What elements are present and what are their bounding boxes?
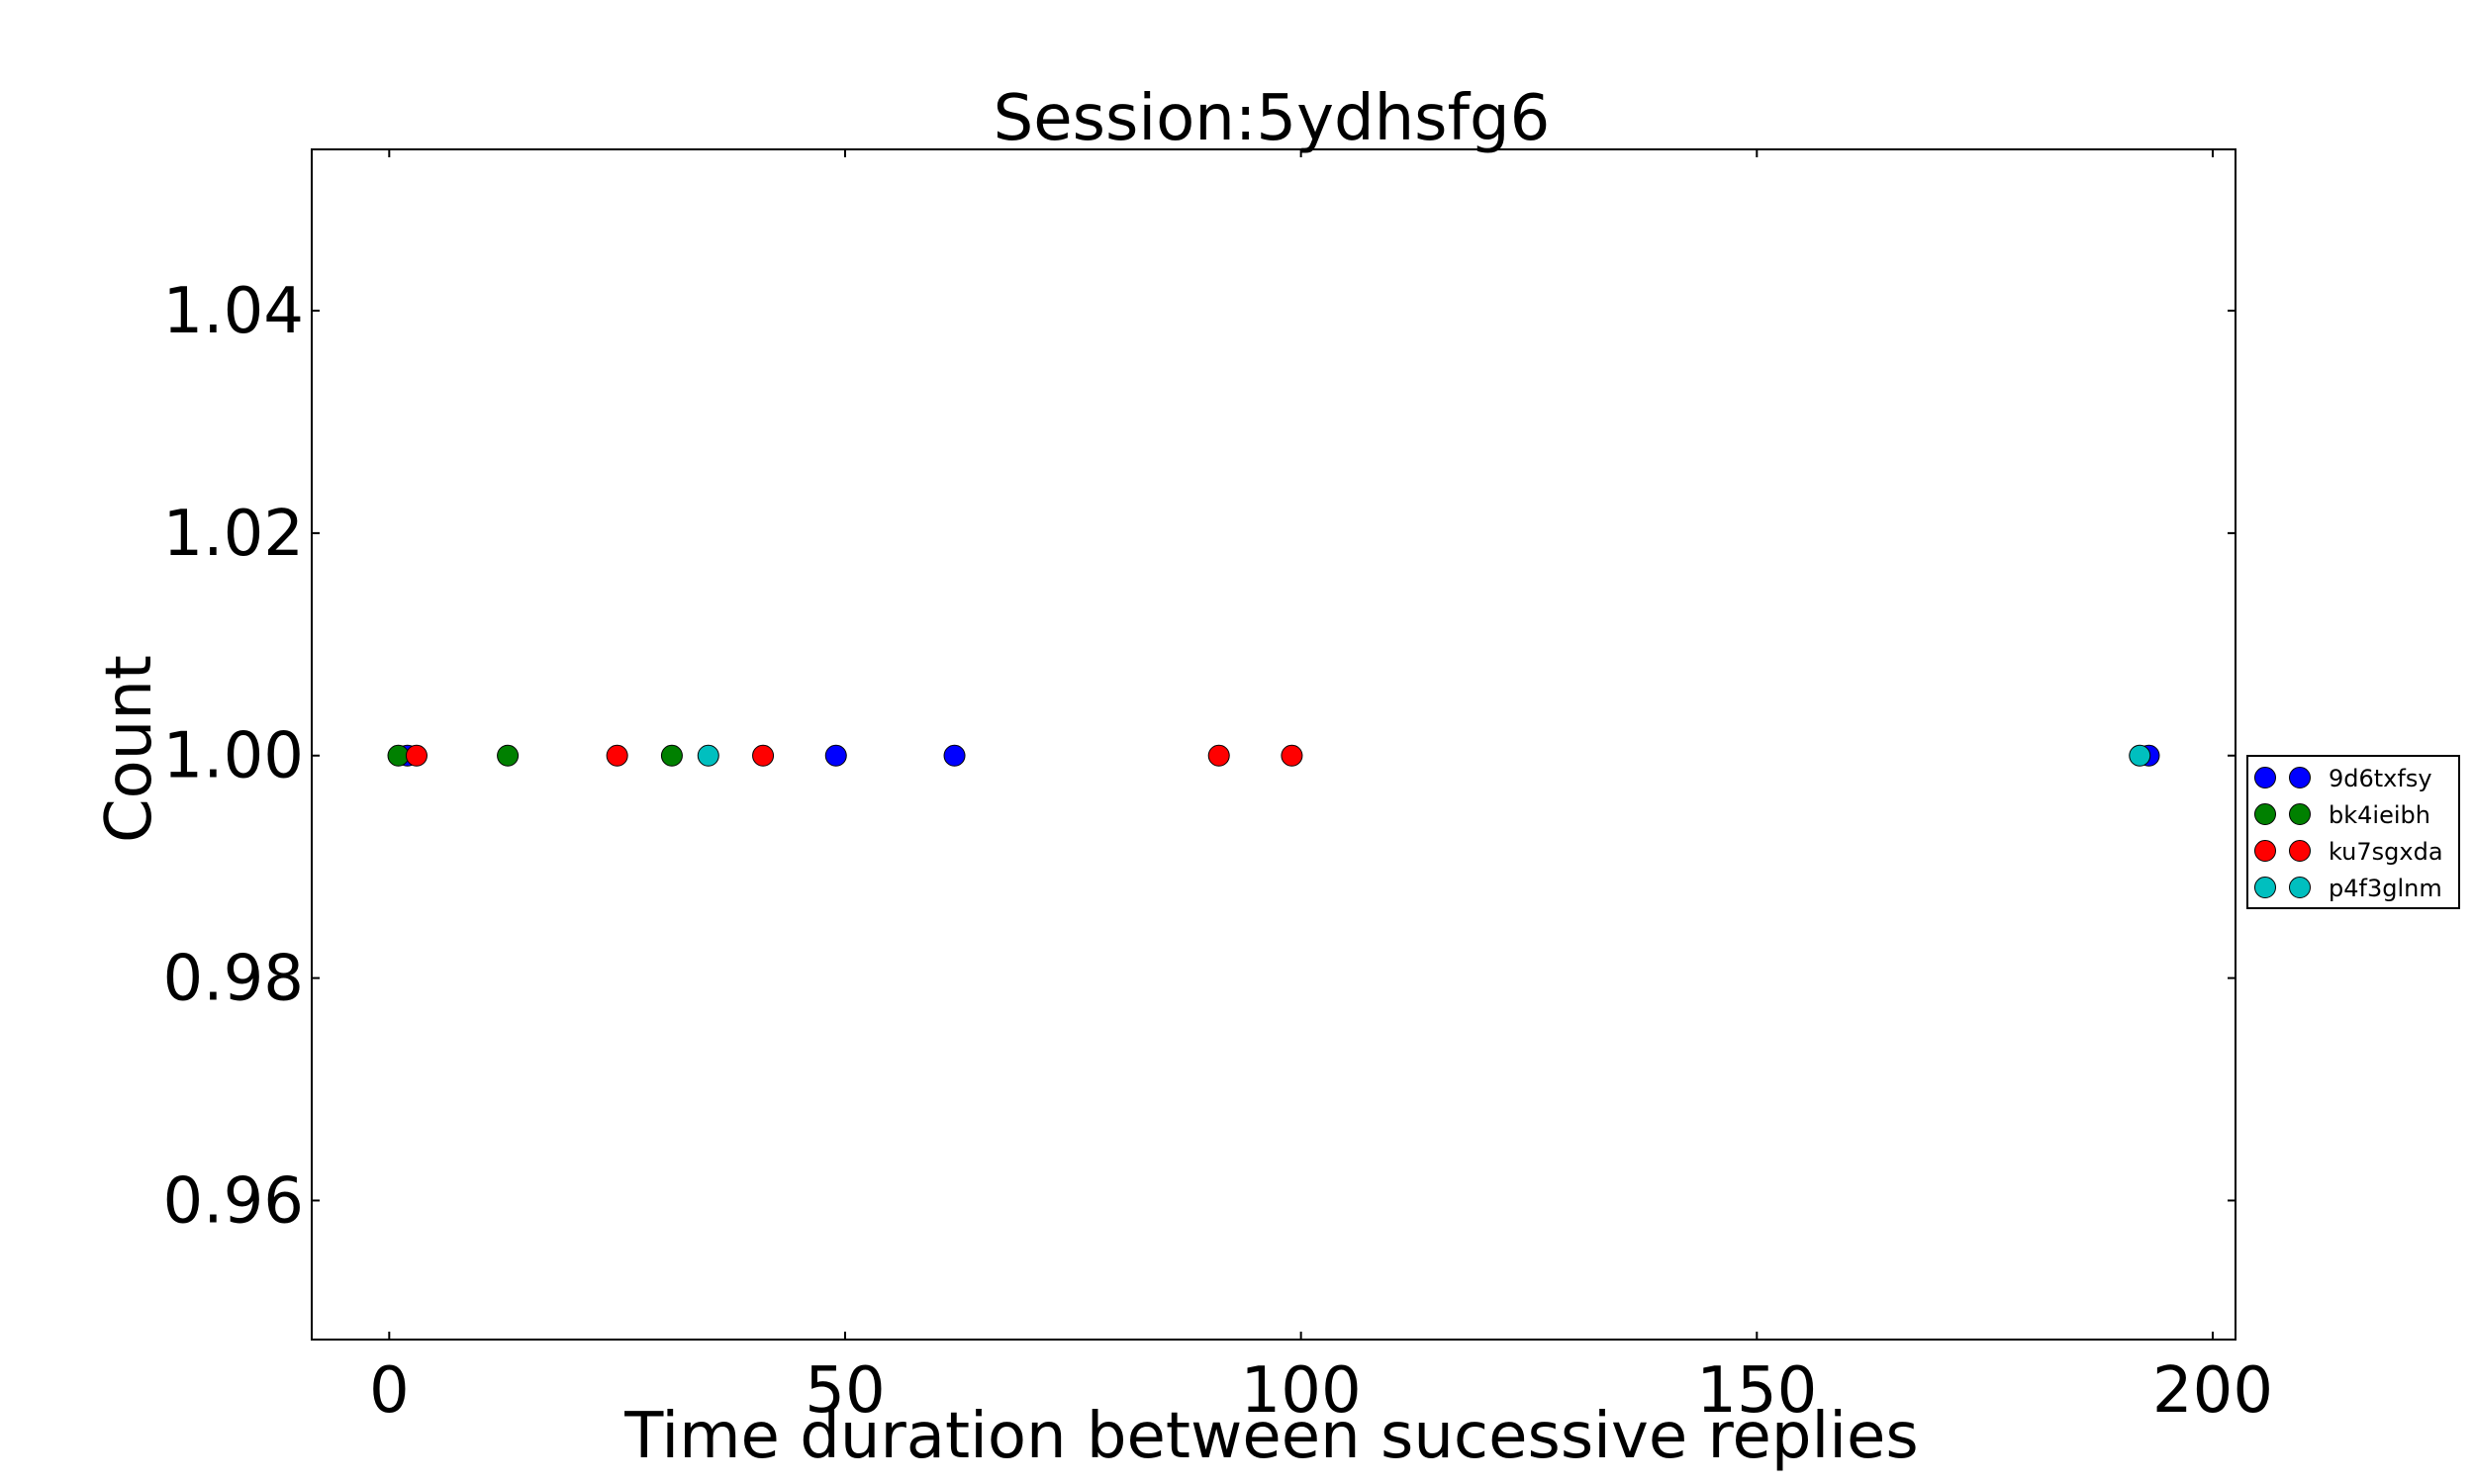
- y-axis: 0.96 0.98 1.00 1.02 1.04: [163, 275, 2236, 1238]
- data-point-ku7sgxda: [405, 744, 428, 767]
- legend-box: [2246, 755, 2460, 909]
- data-point-bk4ieibh: [387, 744, 410, 767]
- legend-label: 9d6txfsy: [2329, 765, 2432, 792]
- legend: 9d6txfsy bk4ieibh ku7sgxda p4f3glnm: [2246, 755, 2460, 909]
- plot-area: [311, 148, 2236, 1341]
- legend-marker: [2289, 877, 2311, 898]
- data-point-ku7sgxda: [1207, 744, 1230, 767]
- data-point-bk4ieibh: [497, 744, 520, 767]
- x-tick-label: 0: [369, 1354, 410, 1428]
- x-tick-label: 150: [1696, 1354, 1817, 1428]
- y-tick-label: 1.04: [163, 275, 305, 348]
- legend-label: ku7sgxda: [2329, 838, 2443, 866]
- legend-marker: [2254, 877, 2276, 898]
- data-point-9d6txfsy: [824, 744, 847, 767]
- data-point-p4f3glnm: [697, 744, 719, 767]
- data-points: [387, 744, 2160, 767]
- x-tick-label: 50: [805, 1354, 885, 1428]
- y-tick-label: 0.98: [163, 943, 305, 1016]
- y-tick-label: 1.00: [163, 720, 305, 793]
- x-axis: 0 50 100 150 200: [369, 149, 2273, 1428]
- data-point-p4f3glnm: [2129, 744, 2151, 767]
- x-tick-label: 200: [2152, 1354, 2273, 1428]
- legend-marker: [2254, 767, 2276, 788]
- legend-marker: [2289, 767, 2311, 788]
- chart-title: Session:5ydhsfg6: [994, 82, 1551, 155]
- y-tick-label: 1.02: [163, 498, 305, 571]
- data-point-bk4ieibh: [660, 744, 683, 767]
- legend-marker: [2289, 803, 2311, 825]
- legend-marker: [2254, 803, 2276, 825]
- legend-label: p4f3glnm: [2329, 875, 2442, 902]
- legend-label: bk4ieibh: [2329, 801, 2430, 829]
- y-axis-label: Count: [93, 655, 166, 843]
- x-tick-label: 100: [1241, 1354, 1362, 1428]
- y-tick-label: 0.96: [163, 1164, 305, 1238]
- data-point-ku7sgxda: [1281, 744, 1303, 767]
- x-axis-label: Time duration between sucessive replies: [623, 1400, 1918, 1473]
- legend-marker: [2289, 840, 2311, 862]
- data-point-ku7sgxda: [606, 744, 628, 767]
- data-point-9d6txfsy: [943, 744, 966, 767]
- data-point-ku7sgxda: [752, 744, 775, 767]
- legend-marker: [2254, 840, 2276, 862]
